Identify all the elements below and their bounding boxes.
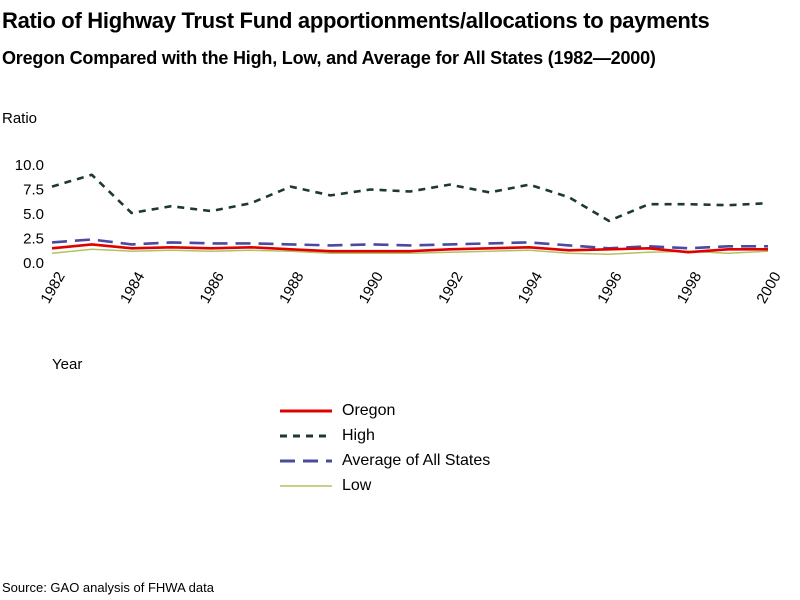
x-axis-label: Year — [52, 356, 83, 373]
x-tick-label: 1988 — [276, 269, 307, 306]
legend-swatch-high — [280, 434, 332, 437]
chart-subtitle: Oregon Compared with the High, Low, and … — [2, 48, 656, 68]
series-line-average-of-all-states — [51, 238, 768, 250]
legend-item-oregon: Oregon — [280, 398, 580, 423]
chart-legend: Oregon High Average of All States Low — [280, 398, 580, 498]
y-tick-label: 2.5 — [23, 231, 44, 248]
x-tick-label: 1984 — [117, 269, 148, 306]
chart-title: Ratio of Highway Trust Fund apportionmen… — [2, 8, 710, 33]
x-tick-label: 1990 — [356, 269, 387, 306]
x-tick-label: 1998 — [674, 269, 705, 306]
series-line-high — [51, 173, 769, 223]
x-tick-label: 1994 — [515, 269, 546, 306]
legend-label: High — [342, 426, 375, 444]
series-line-low — [51, 248, 769, 255]
x-tick-label: 2000 — [753, 269, 784, 306]
legend-label: Average of All States — [342, 451, 491, 469]
legend-swatch-low — [280, 484, 332, 487]
y-tick-label: 10.0 — [15, 157, 44, 174]
x-tick-label: 1996 — [594, 269, 625, 306]
legend-label: Low — [342, 476, 372, 494]
y-tick-label: 0.0 — [23, 255, 44, 272]
legend-item-average: Average of All States — [280, 448, 580, 473]
x-tick-label: 1986 — [197, 269, 228, 306]
x-tick-label: 1982 — [37, 269, 68, 306]
legend-item-low: Low — [280, 473, 580, 498]
legend-label: Oregon — [342, 401, 396, 419]
y-tick-label: 7.5 — [23, 182, 44, 199]
legend-swatch-average — [280, 459, 332, 462]
legend-swatch-oregon — [280, 409, 332, 412]
source-note: Source: GAO analysis of FHWA data — [2, 580, 214, 595]
x-tick-label: 1992 — [435, 269, 466, 306]
y-axis-label: Ratio — [2, 110, 38, 127]
series-line-oregon — [51, 243, 768, 254]
legend-item-high: High — [280, 423, 580, 448]
y-tick-label: 5.0 — [23, 206, 44, 223]
